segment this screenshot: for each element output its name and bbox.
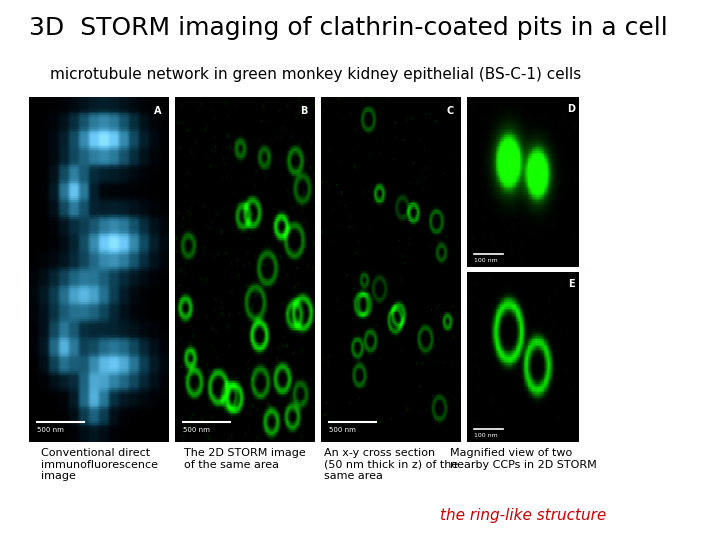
Text: 3D  STORM imaging of clathrin-coated pits in a cell: 3D STORM imaging of clathrin-coated pits… <box>29 16 667 40</box>
Text: microtubule network in green monkey kidney epithelial (BS-C-1) cells: microtubule network in green monkey kidn… <box>50 68 582 83</box>
Text: B: B <box>300 106 307 116</box>
Text: E: E <box>568 279 575 289</box>
Text: D: D <box>567 104 575 114</box>
Text: 500 nm: 500 nm <box>183 427 210 433</box>
Text: the ring-like structure: the ring-like structure <box>440 508 606 523</box>
Text: An x-y cross section
(50 nm thick in z) of the
same area: An x-y cross section (50 nm thick in z) … <box>324 448 459 481</box>
Text: A: A <box>153 106 161 116</box>
Text: Conventional direct
immunofluorescence
image: Conventional direct immunofluorescence i… <box>40 448 158 481</box>
Text: The 2D STORM image
of the same area: The 2D STORM image of the same area <box>184 448 306 470</box>
Text: C: C <box>446 106 454 116</box>
Text: 500 nm: 500 nm <box>37 427 63 433</box>
Text: 100 nm: 100 nm <box>474 258 498 262</box>
Text: 500 nm: 500 nm <box>329 427 356 433</box>
Text: Magnified view of two
nearby CCPs in 2D STORM: Magnified view of two nearby CCPs in 2D … <box>450 448 596 470</box>
Text: 100 nm: 100 nm <box>474 433 498 437</box>
